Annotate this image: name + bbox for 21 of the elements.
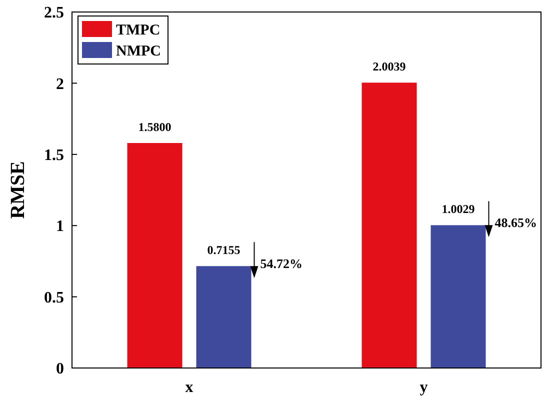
y-tick-label: 1: [56, 218, 64, 236]
annotation: 54.72%: [260, 256, 302, 272]
y-tick-label: 0.5: [44, 289, 64, 306]
bar: [430, 225, 486, 368]
y-tick-label: 1.5: [44, 147, 64, 164]
legend-label: NMPC: [116, 43, 161, 60]
y-tick-label: 0: [56, 360, 64, 378]
x-tick-label: x: [185, 379, 194, 396]
bar: [127, 143, 182, 368]
x-tick-label: y: [420, 379, 428, 396]
bar: [196, 266, 252, 368]
y-axis-title: RMSE: [7, 161, 29, 219]
data-label: 2.0039: [372, 60, 406, 74]
y-tick-label: 2.5: [44, 4, 64, 22]
y-tick-label: 2: [56, 76, 64, 93]
data-label: 0.7155: [207, 243, 240, 258]
bar: [362, 82, 417, 368]
annotation: 48.65%: [494, 215, 537, 230]
data-label: 1.0029: [442, 202, 475, 216]
data-label: 1.5800: [138, 120, 172, 134]
legend-label: TMPC: [116, 22, 160, 38]
